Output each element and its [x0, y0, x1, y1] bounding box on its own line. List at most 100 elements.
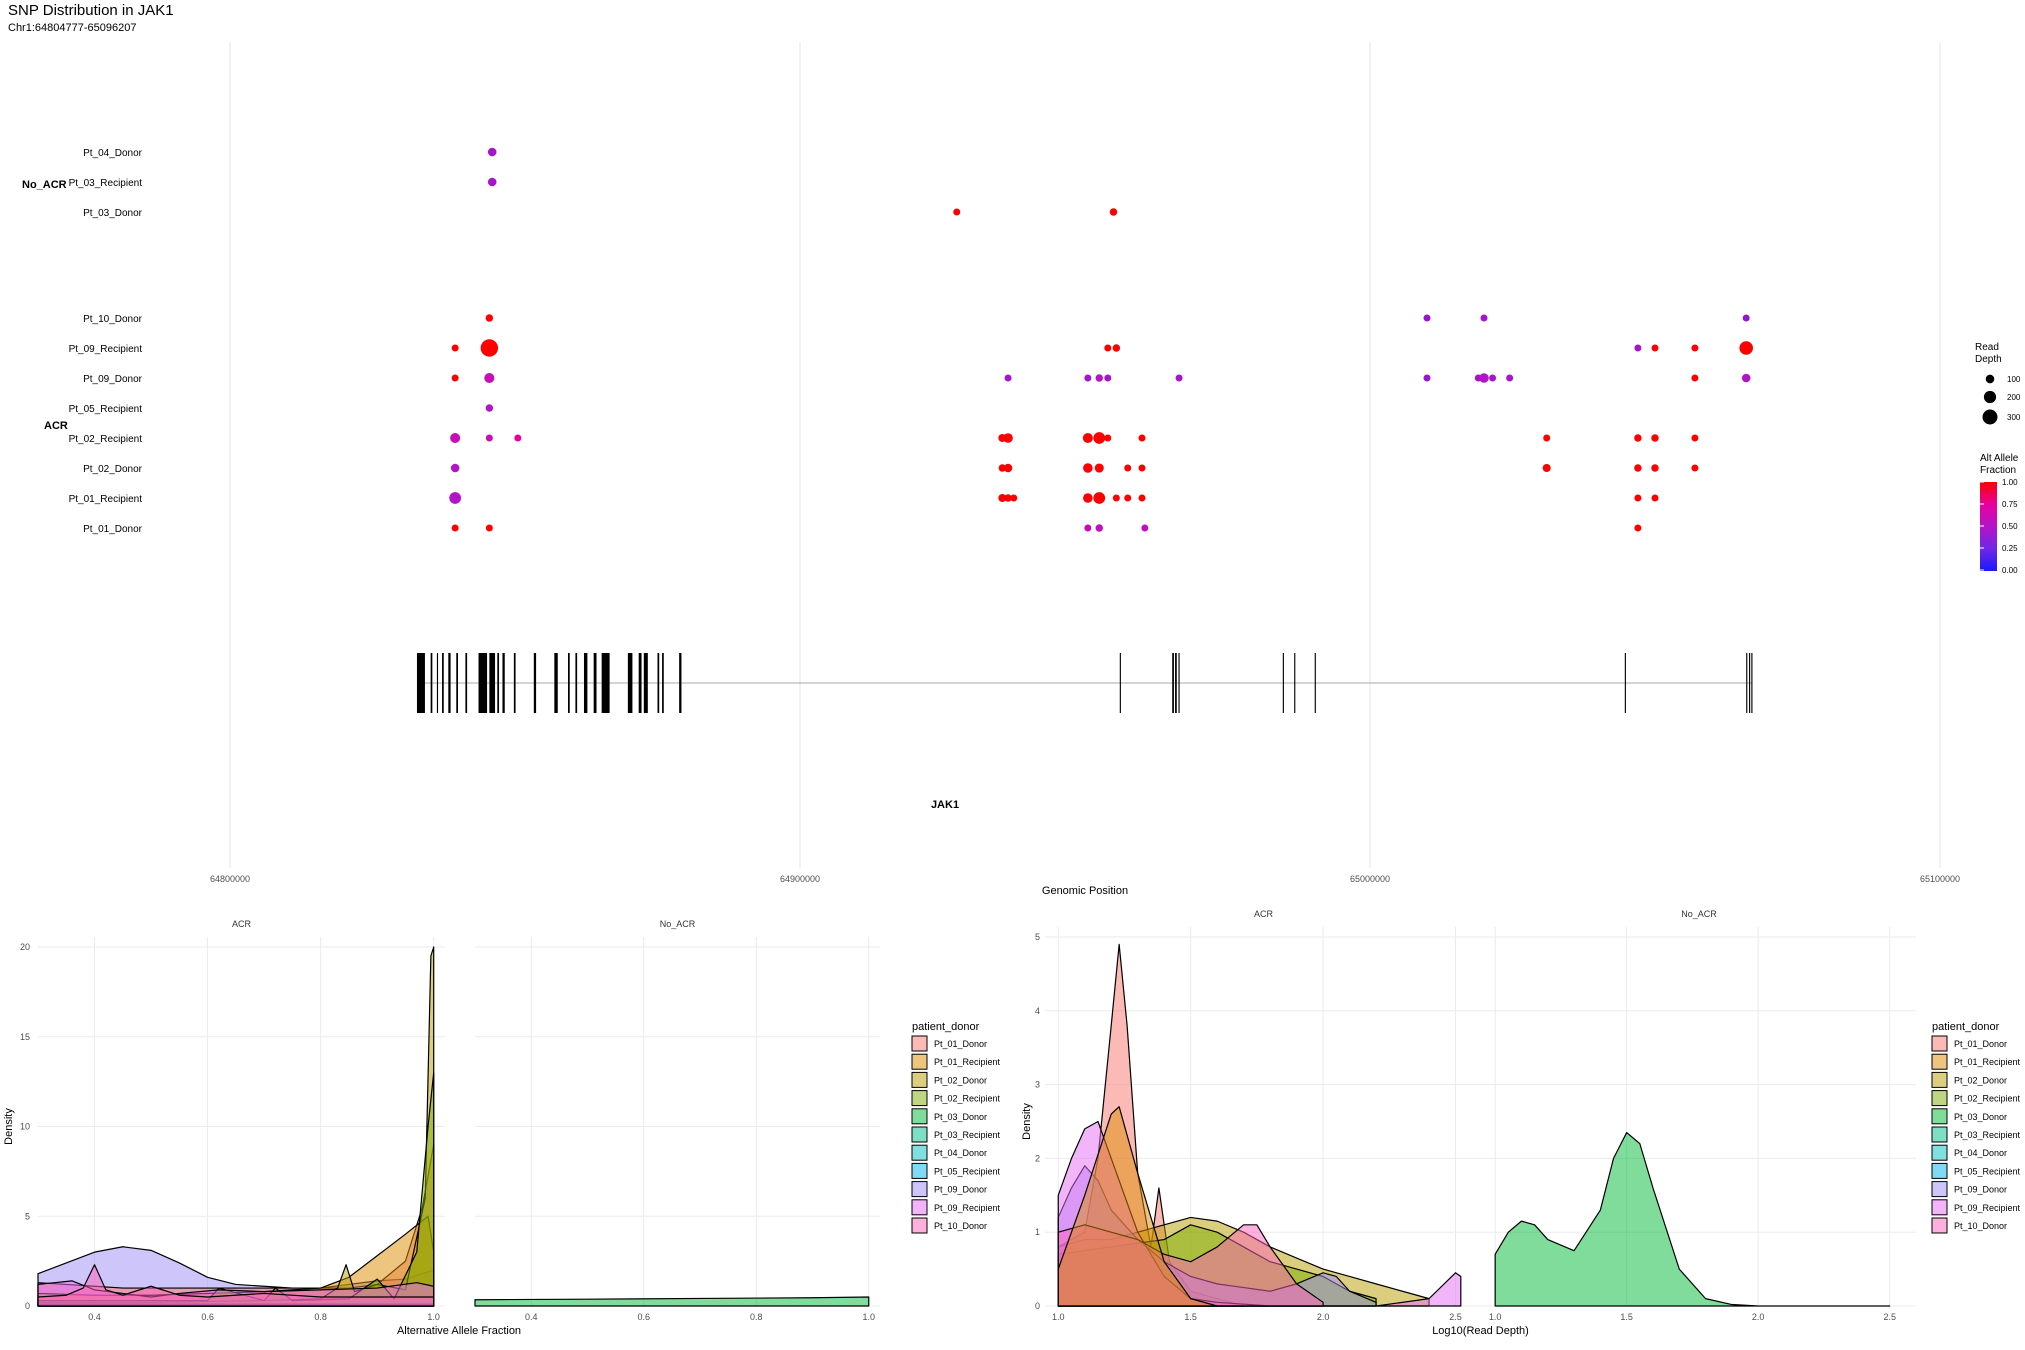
snp-point — [1082, 432, 1093, 444]
snp-point — [1004, 374, 1012, 382]
density-area — [37, 1143, 435, 1307]
snp-point — [1095, 374, 1103, 382]
snp-point — [1109, 208, 1118, 216]
gene-exon — [662, 653, 664, 713]
gene-exon — [679, 653, 682, 713]
size-legend-title: Read — [1975, 342, 1999, 353]
x-tick-label: 1.5 — [1184, 1312, 1197, 1322]
density-area — [37, 1303, 435, 1307]
row-label: Pt_02_Donor — [83, 464, 143, 475]
legend-swatch — [911, 1199, 928, 1216]
snp-point — [998, 493, 1007, 503]
y-tick-label: 5 — [1035, 932, 1040, 942]
snp-point — [1124, 464, 1132, 472]
gene-exon — [513, 653, 516, 713]
legend-label: Pt_01_Recipient — [1954, 1057, 2021, 1067]
gene-exon — [593, 653, 597, 713]
row-label: Pt_01_Recipient — [69, 494, 143, 505]
snp-point — [1542, 463, 1551, 473]
row-label: Pt_03_Recipient — [69, 178, 143, 189]
x-tick-label: 2.0 — [1752, 1312, 1765, 1322]
x-tick-label: 2.5 — [1883, 1312, 1896, 1322]
x-tick-label: 1.5 — [1620, 1312, 1633, 1322]
color-legend-title: Fraction — [1980, 465, 2016, 476]
row-label: Pt_04_Donor — [83, 148, 143, 159]
snp-point — [1739, 341, 1753, 355]
snp-point — [1112, 494, 1120, 502]
gene-exon — [583, 653, 588, 713]
density-area — [474, 1296, 870, 1307]
legend-label: Pt_05_Recipient — [1954, 1166, 2021, 1176]
snp-point — [1112, 344, 1121, 352]
legend-swatch — [1931, 1126, 1948, 1143]
snp-point — [1651, 434, 1659, 442]
legend-label: Pt_10_Donor — [1954, 1221, 2007, 1231]
legend-label: Pt_04_Donor — [1954, 1148, 2007, 1158]
x-tick-label: 2.0 — [1317, 1312, 1330, 1322]
size-legend-label: 300 — [2007, 413, 2021, 422]
color-legend-label: 0.50 — [2002, 522, 2018, 531]
row-label: Pt_09_Donor — [83, 374, 143, 385]
color-legend-label: 0.75 — [2002, 500, 2018, 509]
gene-exon — [601, 653, 610, 713]
legend-label: Pt_01_Donor — [934, 1039, 987, 1049]
gene-exon — [1282, 653, 1284, 713]
gene-exon — [1314, 653, 1316, 713]
snp-point — [451, 344, 459, 352]
snp-point — [1175, 374, 1183, 382]
gene-exon — [554, 653, 558, 713]
page-subtitle: Chr1:64804777-65096207 — [8, 22, 137, 34]
legend-label: Pt_04_Donor — [934, 1148, 987, 1158]
gene-exon — [1178, 653, 1180, 713]
legend-label: Pt_09_Donor — [934, 1185, 987, 1195]
x-axis-label: Alternative Allele Fraction — [397, 1325, 521, 1337]
gene-exon — [1175, 653, 1177, 713]
snp-point — [1104, 434, 1112, 442]
facet-label: No_ACR — [1681, 909, 1717, 919]
gene-exon — [568, 653, 570, 713]
gene-exon — [1119, 653, 1121, 713]
gene-exon — [489, 653, 496, 713]
legend-swatch — [911, 1162, 928, 1179]
density-area — [37, 1215, 435, 1307]
x-tick-label: 0.6 — [637, 1312, 650, 1322]
snp-point — [1480, 314, 1488, 322]
y-axis-label: Density — [1021, 1103, 1033, 1140]
gene-exon — [448, 653, 451, 713]
x-axis-label: Genomic Position — [1042, 885, 1128, 897]
density-area — [1057, 1165, 1377, 1307]
gene-exon — [533, 653, 537, 713]
snp-point — [1651, 494, 1659, 502]
density-area — [37, 1280, 435, 1307]
gene-exon — [657, 653, 660, 713]
snp-point — [485, 404, 494, 412]
legend-label: Pt_01_Recipient — [934, 1057, 1001, 1067]
legend-label: Pt_10_Donor — [934, 1221, 987, 1231]
legend-label: Pt_09_Donor — [1954, 1185, 2007, 1195]
snp-point — [1634, 524, 1642, 532]
legend-swatch — [911, 1071, 928, 1088]
y-tick-label: 4 — [1035, 1006, 1040, 1016]
legend-swatch — [1931, 1108, 1948, 1125]
snp-point — [485, 434, 493, 442]
snp-point — [1094, 463, 1104, 473]
legend-swatch — [911, 1144, 928, 1161]
density-area — [1057, 1120, 1462, 1307]
legend-label: Pt_09_Recipient — [1954, 1203, 2021, 1213]
legend-title: patient_donor — [912, 1021, 980, 1033]
row-label: Pt_01_Donor — [83, 524, 143, 535]
legend-label: Pt_03_Recipient — [1954, 1130, 2021, 1140]
density-area — [1494, 1131, 1891, 1307]
x-tick-label: 1.0 — [1052, 1312, 1065, 1322]
color-legend-label: 0.25 — [2002, 544, 2018, 553]
gene-exon — [1749, 653, 1751, 713]
row-label: Pt_02_Recipient — [69, 434, 143, 445]
gene-exon — [575, 653, 578, 713]
snp-point — [1634, 464, 1642, 472]
gene-exon — [416, 653, 425, 713]
snp-point — [1004, 494, 1012, 502]
density-area — [1057, 943, 1324, 1307]
legend-swatch — [1931, 1053, 1948, 1070]
y-tick-label: 20 — [20, 942, 30, 952]
snp-point — [485, 524, 493, 532]
